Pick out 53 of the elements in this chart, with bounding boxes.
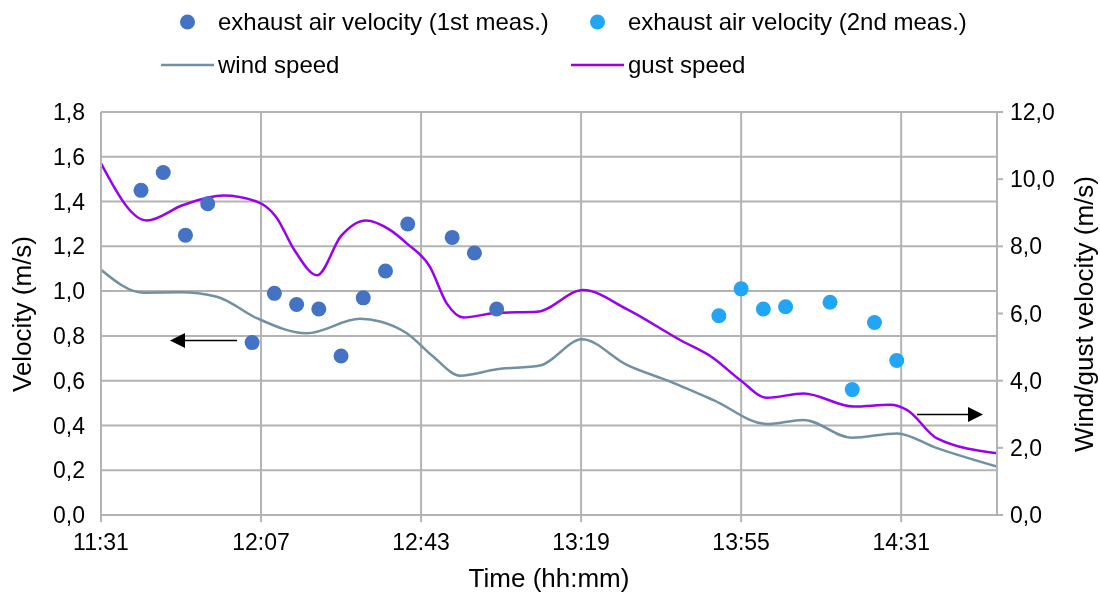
y-tick-label: 0,6 [53, 367, 85, 394]
y-tick-label: 0,4 [53, 412, 86, 439]
x-tick-label: 14:31 [872, 529, 930, 556]
point [311, 301, 327, 317]
point [867, 314, 882, 330]
point [711, 308, 727, 324]
point [889, 353, 905, 369]
x-tick-label: 13:19 [552, 529, 610, 556]
point [822, 294, 838, 310]
x-tick-label: 11:31 [73, 529, 129, 556]
point [355, 290, 371, 306]
legend-label: gust speed [628, 50, 746, 79]
y2-tick-label: 4,0 [1010, 367, 1042, 394]
point [377, 263, 393, 279]
y-tick-label: 1,6 [53, 143, 85, 170]
point [466, 245, 482, 261]
point [266, 285, 282, 301]
y2-tick-label: 0,0 [1010, 502, 1042, 529]
point [733, 281, 749, 297]
point [177, 227, 193, 243]
y-tick-label: 1,4 [53, 188, 86, 215]
y2-tick-label: 10,0 [1010, 166, 1055, 193]
legend-label: wind speed [218, 50, 340, 79]
point [200, 196, 216, 212]
point [155, 164, 171, 180]
point [844, 382, 860, 398]
point [444, 229, 460, 245]
y2-tick-label: 6,0 [1010, 300, 1042, 327]
y-tick-label: 0,2 [53, 457, 85, 484]
y-tick-label: 1,8 [53, 99, 85, 126]
x-axis-title: Time (hh:mm) [468, 563, 630, 593]
y-axis-title: Velocity (m/s) [7, 235, 37, 392]
legend-label: exhaust air velocity (1st meas.) [218, 7, 549, 36]
y-tick-label: 1,0 [53, 278, 85, 305]
point [755, 301, 771, 317]
y-tick-label: 0,0 [53, 502, 85, 529]
point [400, 216, 416, 232]
point [133, 182, 149, 198]
point [489, 301, 505, 317]
point [333, 348, 349, 364]
y-tick-label: 0,8 [53, 323, 85, 350]
y2-tick-label: 8,0 [1010, 233, 1042, 260]
x-tick-label: 12:07 [232, 529, 290, 556]
y2-tick-label: 2,0 [1010, 435, 1042, 461]
point [289, 297, 305, 313]
point [778, 299, 794, 315]
legend-label: exhaust air velocity (2nd meas.) [628, 7, 967, 36]
y-tick-label: 1,2 [53, 233, 85, 260]
point [244, 335, 260, 351]
y2-tick-label: 12,0 [1010, 99, 1055, 126]
x-tick-label: 13:55 [712, 529, 770, 556]
x-tick-label: 12:43 [392, 529, 450, 556]
y2-axis-title: Wind/gust velocity (m/s) [1069, 175, 1099, 452]
